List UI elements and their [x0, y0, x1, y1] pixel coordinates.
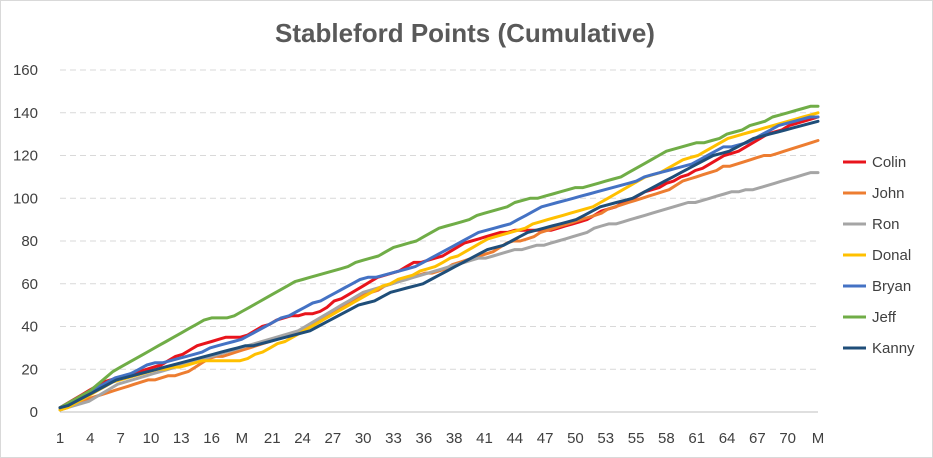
x-tick-label: 67 [749, 430, 766, 447]
legend-label: Ron [872, 216, 900, 233]
x-tick-label: 27 [325, 430, 342, 447]
x-tick-label: 1 [56, 430, 64, 447]
x-tick-label: 16 [203, 430, 220, 447]
legend-label: Colin [872, 154, 906, 171]
legend-label: Kanny [872, 340, 915, 357]
series-line-kanny [58, 119, 820, 410]
legend-label: Donal [872, 247, 911, 264]
x-tick-label: 44 [506, 430, 523, 447]
legend-label: John [872, 185, 905, 202]
x-tick-label: 33 [385, 430, 402, 447]
y-tick-label: 140 [13, 105, 38, 122]
grid [60, 69, 818, 413]
x-tick-label: 4 [86, 430, 94, 447]
x-tick-label: 47 [537, 430, 554, 447]
y-tick-label: 60 [21, 276, 38, 293]
chart-title: Stableford Points (Cumulative) [275, 18, 655, 48]
plot-area [58, 104, 820, 412]
x-tick-label: 64 [719, 430, 736, 447]
y-tick-label: 80 [21, 233, 38, 250]
legend-label: Bryan [872, 278, 911, 295]
legend: Colin John Ron Donal Bryan Jeff Kanny [843, 154, 915, 357]
x-tick-label: 7 [116, 430, 124, 447]
x-tick-label: 70 [779, 430, 796, 447]
legend-item-colin: Colin [843, 154, 906, 171]
x-tick-label: M [812, 430, 825, 447]
x-tick-label: 10 [143, 430, 160, 447]
legend-item-ron: Ron [843, 216, 900, 233]
x-tick-label: M [236, 430, 249, 447]
x-tick-label: 55 [628, 430, 645, 447]
legend-label: Jeff [872, 309, 897, 326]
legend-item-bryan: Bryan [843, 278, 911, 295]
x-tick-label: 41 [476, 430, 493, 447]
x-tick-label: 38 [446, 430, 463, 447]
series-line-colin [58, 115, 820, 410]
series-line-bryan [58, 115, 820, 410]
x-tick-label: 21 [264, 430, 281, 447]
y-tick-label: 100 [13, 190, 38, 207]
y-tick-label: 120 [13, 148, 38, 165]
legend-item-john: John [843, 185, 905, 202]
x-tick-label: 24 [294, 430, 311, 447]
x-tick-label: 50 [567, 430, 584, 447]
y-tick-label: 160 [13, 62, 38, 79]
series-line-jeff [58, 104, 820, 410]
legend-item-donal: Donal [843, 247, 911, 264]
series-line-donal [58, 111, 820, 412]
x-tick-label: 13 [173, 430, 190, 447]
y-tick-label: 40 [21, 319, 38, 336]
y-axis: 0 20 40 60 80 100 120 140 160 [13, 62, 38, 421]
y-tick-label: 20 [21, 361, 38, 378]
x-tick-label: 36 [415, 430, 432, 447]
x-tick-label: 58 [658, 430, 675, 447]
legend-item-jeff: Jeff [843, 309, 897, 326]
x-tick-label: 53 [597, 430, 614, 447]
y-tick-label: 0 [30, 404, 38, 421]
x-tick-label: 30 [355, 430, 372, 447]
x-tick-label: 61 [688, 430, 705, 447]
legend-item-kanny: Kanny [843, 340, 915, 357]
x-axis: 1 4 7 10 13 16 M 21 24 27 30 33 36 38 41 44 47 50 53 55 58 61… [56, 430, 824, 447]
